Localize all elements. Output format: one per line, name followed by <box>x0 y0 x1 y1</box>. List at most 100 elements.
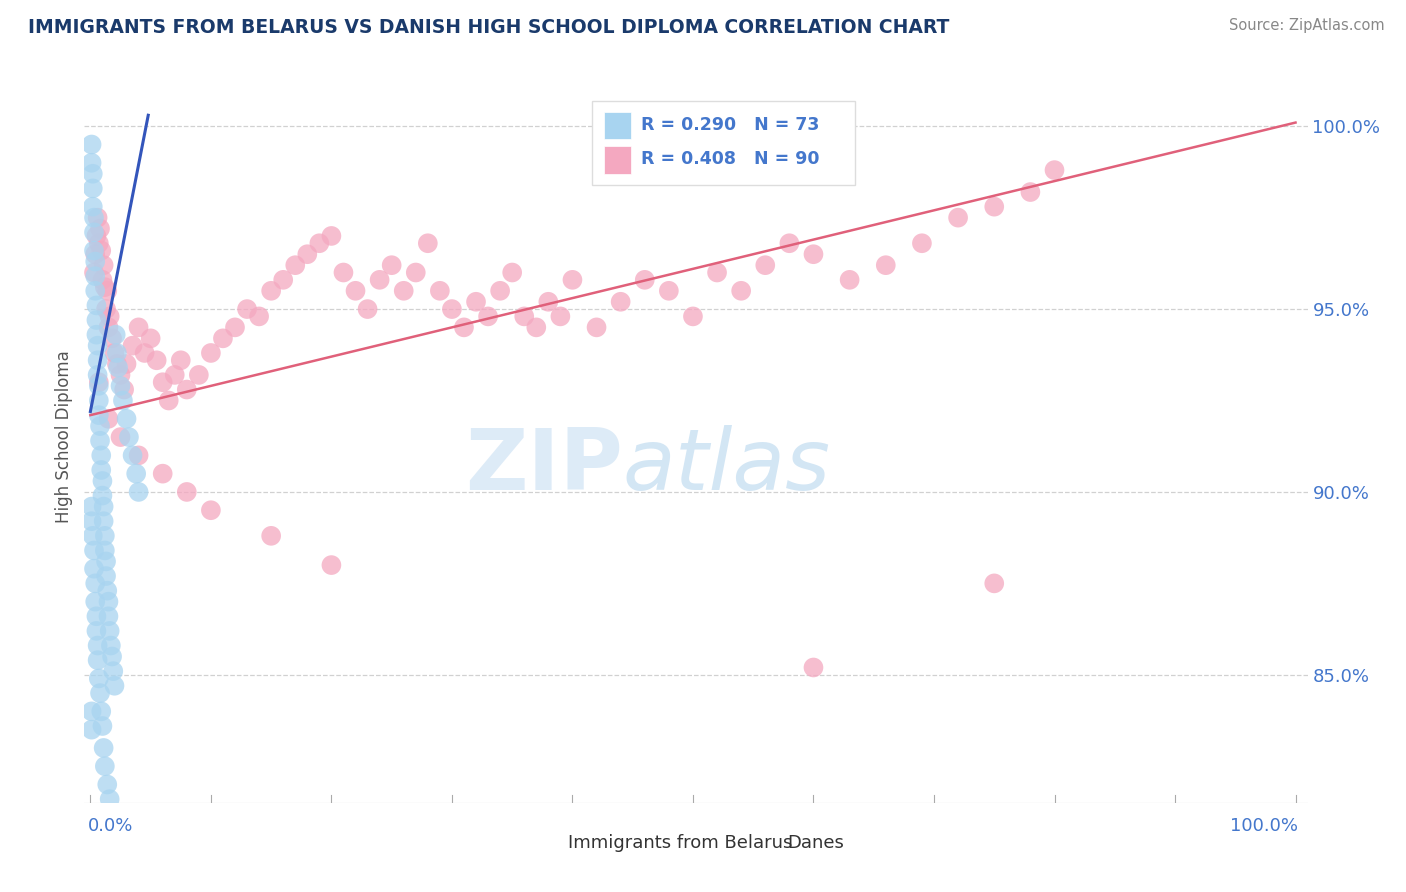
Point <box>80 137 103 152</box>
Point <box>1019 185 1042 199</box>
Point <box>94 543 117 558</box>
Point <box>983 200 1005 214</box>
Point <box>550 310 572 324</box>
Point <box>416 236 439 251</box>
Point <box>110 368 132 382</box>
Point <box>83 562 105 576</box>
Point <box>87 379 110 393</box>
Point <box>86 339 108 353</box>
Point <box>803 247 825 261</box>
Point <box>90 463 112 477</box>
Point <box>139 331 162 345</box>
Point <box>682 310 704 324</box>
Point <box>103 346 125 360</box>
Point <box>89 434 111 448</box>
Point <box>83 211 105 225</box>
Point <box>80 723 103 737</box>
Point <box>80 704 103 718</box>
Point <box>224 320 246 334</box>
Point <box>101 331 124 345</box>
Point <box>97 320 120 334</box>
Point <box>152 375 174 389</box>
Point <box>104 327 127 342</box>
Bar <box>519 829 555 856</box>
Point <box>96 284 118 298</box>
Point <box>524 320 547 334</box>
Text: R = 0.408   N = 90: R = 0.408 N = 90 <box>641 150 820 168</box>
Point <box>453 320 475 334</box>
Point <box>477 310 499 324</box>
Point <box>94 529 117 543</box>
Point <box>110 430 132 444</box>
Point <box>84 576 107 591</box>
Point <box>321 558 343 573</box>
Point <box>82 200 104 214</box>
Point <box>84 594 107 608</box>
Point <box>405 265 427 279</box>
Point <box>634 273 657 287</box>
Point <box>754 258 776 272</box>
Point <box>87 393 110 408</box>
Point <box>91 273 114 287</box>
Point <box>176 484 198 499</box>
Point <box>838 273 860 287</box>
Point <box>97 411 120 425</box>
Point <box>115 357 138 371</box>
Point <box>91 719 114 733</box>
Point <box>103 679 125 693</box>
Point <box>778 236 800 251</box>
Point <box>84 247 107 261</box>
Point <box>128 484 150 499</box>
Point <box>90 448 112 462</box>
Point <box>100 639 122 653</box>
Point <box>89 686 111 700</box>
Point <box>121 339 143 353</box>
Point <box>465 294 488 309</box>
Point <box>297 247 319 261</box>
Point <box>236 301 259 317</box>
Y-axis label: High School Diploma: High School Diploma <box>55 351 73 524</box>
Point <box>983 576 1005 591</box>
Point <box>101 806 124 821</box>
Point <box>86 609 108 624</box>
Point <box>321 228 343 243</box>
Point <box>93 514 115 528</box>
Point <box>271 273 294 287</box>
Point <box>86 298 108 312</box>
Point <box>284 258 307 272</box>
Point <box>200 346 222 360</box>
Point <box>94 569 117 583</box>
Text: IMMIGRANTS FROM BELARUS VS DANISH HIGH SCHOOL DIPLOMA CORRELATION CHART: IMMIGRANTS FROM BELARUS VS DANISH HIGH S… <box>28 18 949 37</box>
Point <box>80 514 103 528</box>
Point <box>513 310 536 324</box>
Point <box>260 529 283 543</box>
Point <box>86 353 108 368</box>
Text: Source: ZipAtlas.com: Source: ZipAtlas.com <box>1229 18 1385 33</box>
Point <box>176 383 198 397</box>
Bar <box>605 146 631 174</box>
Point <box>128 448 150 462</box>
Point <box>80 500 103 514</box>
Point <box>381 258 404 272</box>
Point <box>134 346 156 360</box>
Point <box>187 368 209 382</box>
Point <box>94 280 117 294</box>
Point <box>98 792 121 806</box>
Point <box>111 393 134 408</box>
Text: atlas: atlas <box>623 425 831 508</box>
Point <box>332 265 354 279</box>
Point <box>585 320 607 334</box>
Text: Immigrants from Belarus: Immigrants from Belarus <box>568 834 792 852</box>
Point <box>86 368 108 382</box>
Point <box>101 649 124 664</box>
Point <box>118 430 141 444</box>
Point <box>97 609 120 624</box>
Point <box>90 244 112 258</box>
Point <box>94 759 117 773</box>
Point <box>911 236 934 251</box>
Point <box>82 529 104 543</box>
Point <box>392 284 415 298</box>
Point <box>84 284 107 298</box>
Point <box>103 664 125 678</box>
Point <box>730 284 752 298</box>
